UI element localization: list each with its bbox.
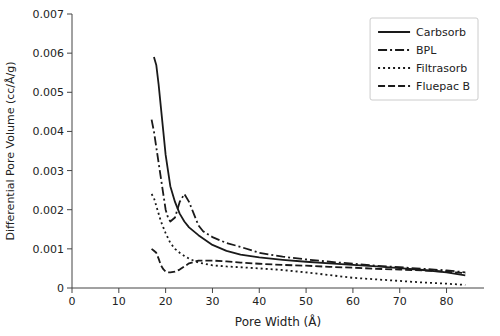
y-axis-line [72,14,73,288]
x-tick [352,288,353,293]
chart: 0 10 20 30 40 50 60 70 80 0 0.001 0.002 0.003 0.004 0.… [0,0,500,336]
y-tick-label: 0.004 [33,125,65,138]
x-tick [259,288,260,293]
x-tick-label: 10 [112,295,126,308]
x-tick [212,288,213,293]
x-tick [118,288,119,293]
x-axis-line [72,288,484,289]
background [0,0,500,336]
legend-label: Carbsorb [416,26,466,39]
x-tick [165,288,166,293]
legend-label: BPL [416,44,437,57]
x-tick-label: 0 [69,295,76,308]
y-tick-label: 0.005 [33,86,65,99]
y-tick-label: 0.007 [33,8,65,21]
y-tick [67,14,72,15]
legend-swatch [378,85,410,87]
y-tick [67,248,72,249]
y-tick-label: 0.001 [33,243,65,256]
legend-label: Filtrasorb [416,62,467,75]
series-line [152,194,466,285]
y-tick [67,131,72,132]
x-tick [446,288,447,293]
y-tick [67,170,72,171]
y-tick-label: 0 [57,282,64,295]
x-tick-label: 70 [393,295,407,308]
legend-swatch [378,67,410,69]
x-tick-label: 50 [299,295,313,308]
series-line [152,120,466,273]
y-tick-label: 0.003 [33,165,65,178]
x-tick-label: 20 [159,295,173,308]
x-tick [72,288,73,293]
x-tick [306,288,307,293]
legend-label: Fluepac B [416,80,470,93]
x-axis-label: Pore Width (Å) [235,314,321,329]
legend-box [370,18,478,100]
y-tick [67,92,72,93]
legend-swatch [378,31,410,33]
x-tick-label: 40 [252,295,266,308]
legend-swatch [378,49,410,51]
y-tick-label: 0.002 [33,204,65,217]
y-tick [67,288,72,289]
x-tick [399,288,400,293]
y-axis-label: Differential Pore Volume (cc/Å/g) [4,61,17,240]
series-line [152,249,466,273]
y-tick-label: 0.006 [33,47,65,60]
x-tick-label: 30 [205,295,219,308]
y-tick [67,209,72,210]
x-tick-label: 80 [440,295,454,308]
y-tick [67,53,72,54]
x-tick-label: 60 [346,295,360,308]
legend: Carbsorb BPL Filtrasorb Fluepac B [370,18,478,100]
